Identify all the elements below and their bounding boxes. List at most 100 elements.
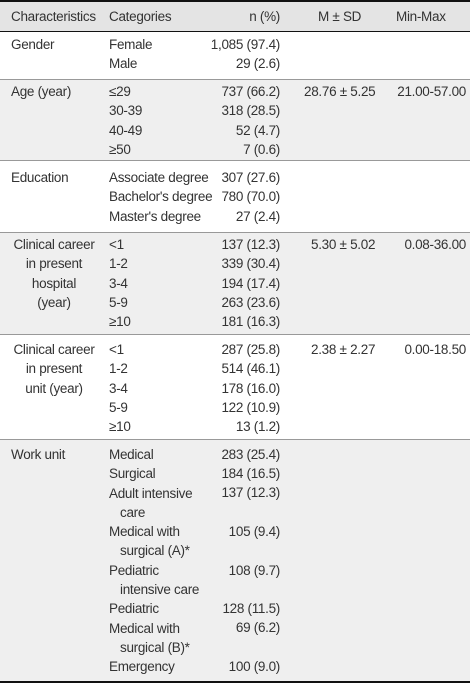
career-unit-categories: <1 1-2 3-4 5-9 ≥10 — [109, 340, 209, 436]
career-hospital-min-max: 0.08-36.00 — [404, 237, 466, 252]
label-line: Clinical career — [13, 237, 95, 252]
count: 514 (46.1) — [221, 361, 280, 377]
career-unit-min-max: 0.00-18.50 — [404, 342, 466, 357]
age-min-max: 21.00-57.00 — [397, 84, 466, 99]
category: Female — [109, 37, 153, 52]
category: <1 — [109, 342, 124, 357]
row-label-gender: Gender — [11, 37, 55, 52]
career-hospital-counts: 137 (12.3) 339 (30.4) 194 (17.4) 263 (23… — [221, 235, 280, 331]
category: ≤29 — [109, 84, 131, 99]
category: ≥10 — [109, 419, 131, 435]
category: Associate degree — [109, 170, 209, 185]
count: 1,085 (97.4) — [210, 37, 281, 52]
category: 3-4 — [109, 275, 128, 291]
row-label-career-unit: Clinical career in present unit (year) — [11, 340, 97, 398]
category: Surgical — [109, 466, 156, 482]
header-characteristics: Characteristics — [11, 9, 96, 24]
top-rule — [0, 0, 470, 2]
work-unit-categories: Medical Surgical Adult intensive care Me… — [109, 445, 209, 677]
category: Emergency — [109, 659, 175, 675]
education-categories: Associate degree Bachelor's degree Maste… — [109, 168, 213, 226]
header-categories: Categories — [109, 9, 172, 24]
category: <1 — [109, 237, 124, 252]
header-rule — [0, 31, 470, 32]
category: ≥10 — [109, 314, 131, 330]
count: 263 (23.6) — [221, 294, 280, 310]
count: 283 (25.4) — [221, 447, 280, 462]
row-divider — [0, 160, 470, 161]
category: Medical — [109, 447, 154, 462]
category: Medical with — [109, 620, 180, 636]
label-line: in present — [25, 256, 83, 272]
count: 184 (16.5) — [221, 466, 280, 481]
count: 52 (4.7) — [235, 122, 280, 138]
category: Bachelor's degree — [109, 189, 213, 205]
category: Master's degree — [109, 208, 201, 224]
count: 737 (66.2) — [221, 84, 280, 99]
header-mean-sd: M ± SD — [318, 9, 362, 24]
education-counts: 307 (27.6) 780 (70.0) 27 (2.4) — [221, 168, 280, 226]
category: Male — [109, 56, 138, 72]
category: 1-2 — [109, 256, 128, 272]
row-label-education: Education — [11, 170, 69, 185]
row-divider — [0, 232, 470, 233]
career-hospital-categories: <1 1-2 3-4 5-9 ≥10 — [109, 235, 209, 331]
count: 122 (10.9) — [221, 399, 280, 415]
count: 318 (28.5) — [221, 103, 280, 119]
age-mean-sd: 28.76 ± 5.25 — [304, 84, 376, 99]
count: 780 (70.0) — [221, 189, 280, 205]
row-divider — [0, 439, 470, 440]
label-line: (year) — [37, 294, 71, 310]
category: 40-49 — [109, 122, 143, 138]
category: 3-4 — [109, 380, 128, 396]
row-label-work-unit: Work unit — [11, 447, 66, 462]
count: 105 (9.4) — [228, 524, 281, 539]
label-line: unit (year) — [25, 380, 83, 396]
count: 29 (2.6) — [235, 56, 280, 72]
count: 137 (12.3) — [221, 485, 280, 500]
count: 194 (17.4) — [221, 275, 280, 291]
row-label-age: Age (year) — [11, 84, 72, 99]
category: Medical with — [109, 524, 180, 540]
row-shade-career-hospital — [0, 232, 470, 334]
gender-counts: 1,085 (97.4) 29 (2.6) — [210, 35, 281, 74]
category: surgical (A)* — [120, 543, 190, 559]
count: 100 (9.0) — [228, 659, 281, 674]
bottom-rule — [0, 681, 470, 683]
category: surgical (B)* — [120, 639, 190, 655]
count: 27 (2.4) — [235, 208, 280, 224]
count: 69 (6.2) — [235, 620, 280, 635]
career-unit-mean-sd: 2.38 ± 2.27 — [311, 342, 376, 357]
category: 5-9 — [109, 399, 128, 415]
career-hospital-mean-sd: 5.30 ± 5.02 — [311, 237, 376, 252]
category: intensive care — [120, 582, 200, 598]
category: Pediatric — [109, 601, 159, 617]
category: 30-39 — [109, 103, 143, 119]
row-label-career-hospital: Clinical career in present hospital (yea… — [11, 235, 97, 312]
count: 339 (30.4) — [221, 256, 280, 272]
header-n-percent: n (%) — [249, 9, 280, 24]
category: ≥50 — [109, 141, 131, 157]
label-line: hospital — [31, 275, 77, 291]
count: 178 (16.0) — [221, 380, 280, 396]
count: 181 (16.3) — [221, 314, 280, 330]
category: Pediatric — [109, 562, 159, 578]
age-counts: 737 (66.2) 318 (28.5) 52 (4.7) 7 (0.6) — [221, 82, 280, 159]
label-line: Clinical career — [13, 342, 95, 357]
row-divider — [0, 79, 470, 80]
gender-categories: Female Male — [109, 35, 209, 74]
category: care — [120, 504, 146, 520]
count: 307 (27.6) — [221, 170, 280, 185]
count: 13 (1.2) — [235, 419, 280, 435]
count: 128 (11.5) — [222, 601, 280, 616]
count: 7 (0.6) — [243, 141, 280, 157]
header-min-max: Min-Max — [396, 9, 446, 24]
career-unit-counts: 287 (25.8) 514 (46.1) 178 (16.0) 122 (10… — [221, 340, 280, 436]
age-categories: ≤29 30-39 40-49 ≥50 — [109, 82, 209, 159]
category: 1-2 — [109, 361, 128, 377]
row-shade-age — [0, 79, 470, 160]
table-header-background — [0, 0, 470, 32]
count: 137 (12.3) — [221, 237, 280, 252]
count: 108 (9.7) — [228, 563, 281, 578]
